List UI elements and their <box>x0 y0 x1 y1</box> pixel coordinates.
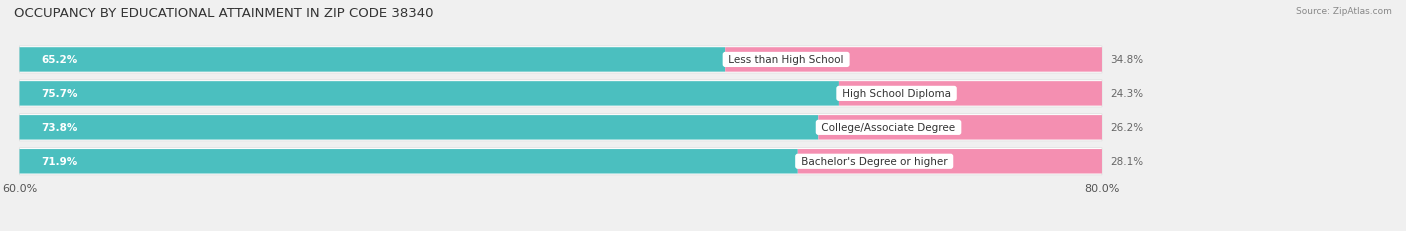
FancyBboxPatch shape <box>20 47 1102 74</box>
Text: High School Diploma: High School Diploma <box>839 89 955 99</box>
Text: 65.2%: 65.2% <box>41 55 77 65</box>
FancyBboxPatch shape <box>20 80 1102 107</box>
Text: 26.2%: 26.2% <box>1111 123 1143 133</box>
FancyBboxPatch shape <box>20 82 839 106</box>
Text: Source: ZipAtlas.com: Source: ZipAtlas.com <box>1296 7 1392 16</box>
Text: 34.8%: 34.8% <box>1111 55 1143 65</box>
Text: College/Associate Degree: College/Associate Degree <box>818 123 959 133</box>
FancyBboxPatch shape <box>20 114 1102 141</box>
Text: 24.3%: 24.3% <box>1111 89 1143 99</box>
Text: Less than High School: Less than High School <box>725 55 846 65</box>
FancyBboxPatch shape <box>725 48 1102 72</box>
FancyBboxPatch shape <box>20 48 725 72</box>
FancyBboxPatch shape <box>20 149 797 174</box>
FancyBboxPatch shape <box>839 82 1102 106</box>
FancyBboxPatch shape <box>818 116 1102 140</box>
FancyBboxPatch shape <box>20 148 1102 175</box>
Text: 28.1%: 28.1% <box>1111 157 1143 167</box>
Text: 73.8%: 73.8% <box>41 123 77 133</box>
FancyBboxPatch shape <box>20 116 818 140</box>
Text: Bachelor's Degree or higher: Bachelor's Degree or higher <box>797 157 950 167</box>
Text: 71.9%: 71.9% <box>41 157 77 167</box>
Text: OCCUPANCY BY EDUCATIONAL ATTAINMENT IN ZIP CODE 38340: OCCUPANCY BY EDUCATIONAL ATTAINMENT IN Z… <box>14 7 433 20</box>
FancyBboxPatch shape <box>797 149 1102 174</box>
Text: 75.7%: 75.7% <box>41 89 77 99</box>
